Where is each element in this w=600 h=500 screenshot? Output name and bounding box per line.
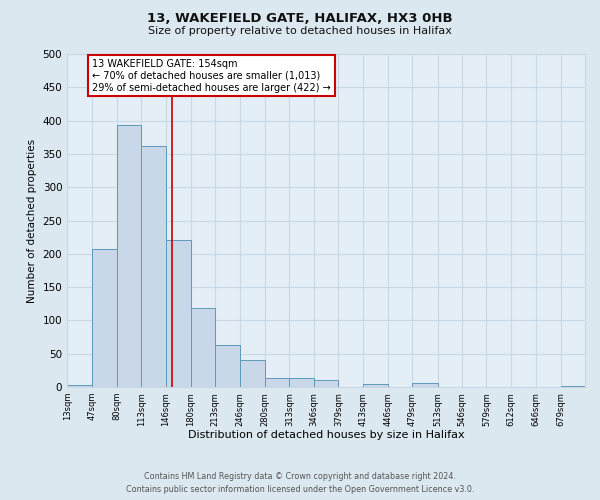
Bar bbox=[215, 345, 240, 387]
Bar bbox=[191, 308, 215, 387]
Bar bbox=[412, 383, 437, 387]
Bar bbox=[92, 249, 117, 387]
Bar bbox=[314, 380, 338, 387]
Bar bbox=[265, 378, 289, 387]
Bar bbox=[141, 146, 166, 387]
Bar bbox=[364, 384, 388, 387]
Text: 13 WAKEFIELD GATE: 154sqm
← 70% of detached houses are smaller (1,013)
29% of se: 13 WAKEFIELD GATE: 154sqm ← 70% of detac… bbox=[92, 60, 331, 92]
Text: Contains HM Land Registry data © Crown copyright and database right 2024.
Contai: Contains HM Land Registry data © Crown c… bbox=[126, 472, 474, 494]
Bar bbox=[117, 126, 141, 387]
Bar bbox=[166, 240, 191, 387]
Bar bbox=[560, 386, 585, 387]
Y-axis label: Number of detached properties: Number of detached properties bbox=[27, 138, 37, 302]
Text: 13, WAKEFIELD GATE, HALIFAX, HX3 0HB: 13, WAKEFIELD GATE, HALIFAX, HX3 0HB bbox=[147, 12, 453, 26]
X-axis label: Distribution of detached houses by size in Halifax: Distribution of detached houses by size … bbox=[188, 430, 464, 440]
Bar bbox=[289, 378, 314, 387]
Bar bbox=[240, 360, 265, 387]
Bar bbox=[67, 385, 92, 387]
Text: Size of property relative to detached houses in Halifax: Size of property relative to detached ho… bbox=[148, 26, 452, 36]
